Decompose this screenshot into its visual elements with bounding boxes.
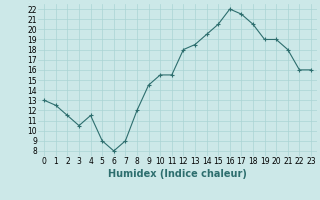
X-axis label: Humidex (Indice chaleur): Humidex (Indice chaleur)	[108, 169, 247, 179]
